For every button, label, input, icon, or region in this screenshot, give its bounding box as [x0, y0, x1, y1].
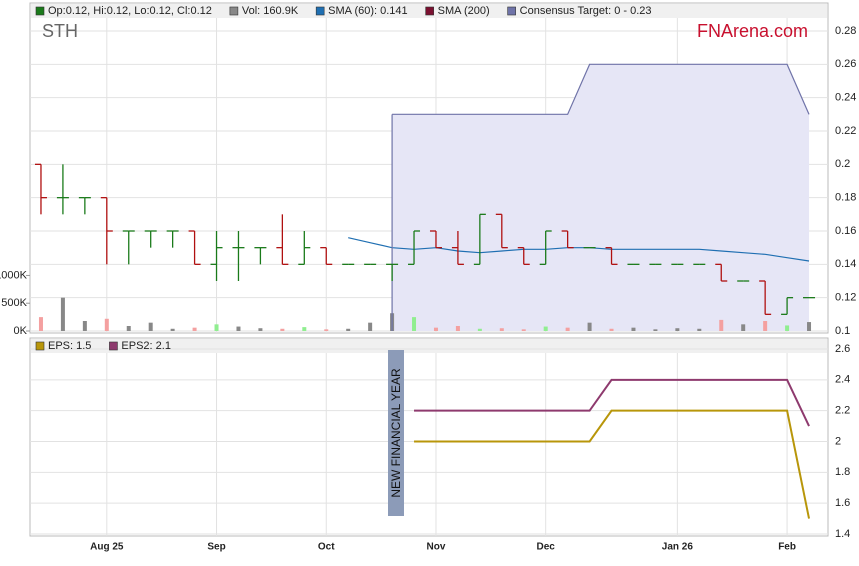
- y-tick-label: 0.12: [835, 292, 856, 304]
- legend-swatch: [507, 6, 516, 16]
- volume-bar: [675, 328, 680, 331]
- volume-bar: [280, 328, 285, 331]
- volume-bar: [565, 327, 570, 331]
- volume-bar: [455, 326, 460, 331]
- volume-bar: [412, 317, 417, 331]
- y-tick-label: 2.6: [835, 343, 850, 355]
- x-tick-label: Oct: [318, 542, 335, 553]
- eps-panel: [29, 337, 829, 537]
- chart-title: STH: [42, 21, 78, 41]
- volume-bar: [587, 322, 592, 331]
- y-tick-label: 2: [835, 435, 841, 447]
- legend-entry: EPS: 1.5: [48, 340, 91, 352]
- sma-line: [348, 237, 810, 262]
- volume-bar: [104, 318, 109, 331]
- legend-entry: SMA (200): [438, 5, 490, 17]
- legend-entry: Op:0.12, Hi:0.12, Lo:0.12, Cl:0.12: [48, 5, 212, 17]
- legend-swatch: [35, 6, 45, 16]
- y2-tick-label: 0K: [14, 325, 28, 337]
- volume-bar: [543, 326, 548, 331]
- legend-entry: Consensus Target: 0 - 0.23: [520, 5, 652, 17]
- annotation-band: [388, 350, 404, 516]
- legend-swatch: [35, 341, 45, 351]
- volume-bar: [38, 317, 43, 331]
- volume-bar: [368, 322, 373, 331]
- volume-bar: [214, 324, 219, 331]
- y-tick-label: 1.6: [835, 497, 850, 509]
- y-tick-label: 0.28: [835, 25, 856, 37]
- x-tick-label: Aug 25: [90, 542, 124, 553]
- legend-swatch: [109, 341, 118, 351]
- volume-bar: [719, 319, 724, 331]
- volume-bar: [346, 328, 351, 331]
- volume-bar: [741, 324, 746, 331]
- legend-swatch: [315, 6, 325, 16]
- volume-bar: [82, 321, 87, 331]
- volume-bar: [785, 325, 790, 331]
- volume-bar: [653, 329, 658, 331]
- x-tick-label: Dec: [537, 542, 556, 553]
- volume-bar: [499, 328, 504, 331]
- legend-entry: SMA (60): 0.141: [328, 5, 408, 17]
- volume-bar: [433, 327, 438, 331]
- x-tick-label: Sep: [207, 542, 225, 553]
- volume-bar: [609, 328, 614, 331]
- volume-bar: [477, 328, 482, 331]
- y-tick-label: 0.1: [835, 325, 850, 337]
- y-tick-label: 0.22: [835, 125, 856, 137]
- volume-bar: [807, 322, 812, 331]
- legend-entry: Vol: 160.9K: [242, 5, 299, 17]
- y2-tick-label: 1000K: [0, 269, 28, 281]
- volume-bar: [148, 322, 153, 331]
- volume-bar: [60, 297, 65, 331]
- y-tick-label: 0.16: [835, 225, 856, 237]
- y-tick-label: 2.4: [835, 374, 850, 386]
- annotation: NEW FINANCIAL YEAR: [389, 368, 403, 498]
- y-tick-label: 0.14: [835, 258, 856, 270]
- volume-bar: [236, 326, 241, 331]
- legend-swatch: [425, 6, 434, 16]
- volume-bar: [631, 327, 636, 331]
- volume-bar: [521, 329, 526, 331]
- y-tick-label: 1.4: [835, 528, 850, 540]
- volume-bar: [302, 327, 307, 331]
- legend-entry: EPS2: 2.1: [121, 340, 171, 352]
- volume-bar: [126, 326, 131, 331]
- eps-line: [414, 378, 810, 427]
- legend-swatch: [229, 6, 239, 16]
- y-tick-label: 0.24: [835, 92, 856, 104]
- target-line: [391, 63, 810, 331]
- y-tick-label: 0.2: [835, 158, 850, 170]
- y2-tick-label: 500K: [1, 297, 27, 309]
- eps-line: [414, 409, 811, 519]
- volume-bar: [258, 328, 263, 331]
- y-tick-label: 0.26: [835, 58, 856, 70]
- volume-bar: [324, 329, 329, 331]
- x-tick-label: Jan 26: [662, 542, 694, 553]
- volume-bar: [170, 328, 175, 331]
- volume-bar: [192, 327, 197, 331]
- y-tick-label: 0.18: [835, 192, 856, 204]
- volume-bar: [697, 328, 702, 331]
- x-tick-label: Feb: [778, 542, 796, 553]
- y-tick-label: 2.2: [835, 405, 850, 417]
- y-tick-label: 1.8: [835, 466, 850, 478]
- volume-bar: [763, 321, 768, 331]
- x-tick-label: Nov: [427, 542, 446, 553]
- source: FNArena.com: [697, 21, 808, 41]
